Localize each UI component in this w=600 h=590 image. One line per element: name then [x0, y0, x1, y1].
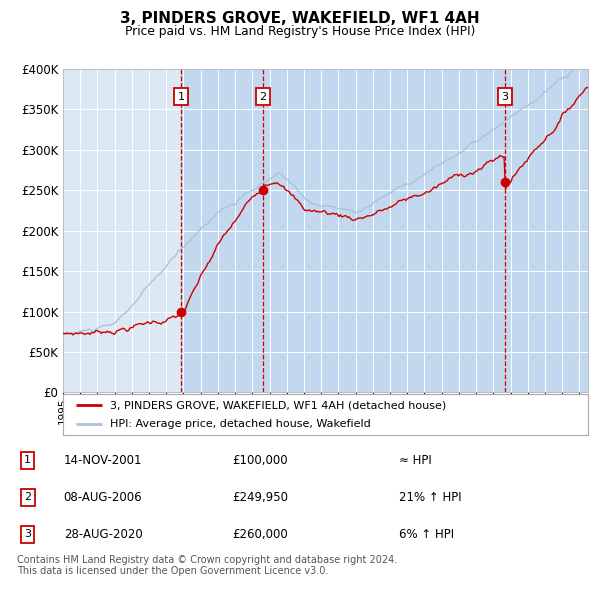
Text: £260,000: £260,000	[233, 527, 289, 540]
Text: 21% ↑ HPI: 21% ↑ HPI	[399, 491, 461, 504]
Text: 1: 1	[24, 455, 31, 465]
Text: HPI: Average price, detached house, Wakefield: HPI: Average price, detached house, Wake…	[110, 419, 371, 430]
Text: £100,000: £100,000	[233, 454, 289, 467]
Text: 1: 1	[178, 91, 185, 101]
Text: ≈ HPI: ≈ HPI	[399, 454, 431, 467]
Text: 3: 3	[501, 91, 508, 101]
Text: Contains HM Land Registry data © Crown copyright and database right 2024.: Contains HM Land Registry data © Crown c…	[17, 555, 397, 565]
Text: 2: 2	[259, 91, 266, 101]
Text: 3, PINDERS GROVE, WAKEFIELD, WF1 4AH (detached house): 3, PINDERS GROVE, WAKEFIELD, WF1 4AH (de…	[110, 400, 446, 410]
Text: 3, PINDERS GROVE, WAKEFIELD, WF1 4AH: 3, PINDERS GROVE, WAKEFIELD, WF1 4AH	[120, 11, 480, 25]
Bar	[263, 69, 505, 392]
Text: £249,950: £249,950	[233, 491, 289, 504]
Text: This data is licensed under the Open Government Licence v3.0.: This data is licensed under the Open Gov…	[17, 566, 328, 576]
Bar	[181, 69, 263, 392]
Text: 3: 3	[24, 529, 31, 539]
Text: 6% ↑ HPI: 6% ↑ HPI	[399, 527, 454, 540]
Text: 14-NOV-2001: 14-NOV-2001	[64, 454, 142, 467]
Text: 28-AUG-2020: 28-AUG-2020	[64, 527, 142, 540]
Text: Price paid vs. HM Land Registry's House Price Index (HPI): Price paid vs. HM Land Registry's House …	[125, 25, 475, 38]
Bar	[505, 69, 588, 392]
Text: 2: 2	[24, 492, 31, 502]
Text: 08-AUG-2006: 08-AUG-2006	[64, 491, 142, 504]
